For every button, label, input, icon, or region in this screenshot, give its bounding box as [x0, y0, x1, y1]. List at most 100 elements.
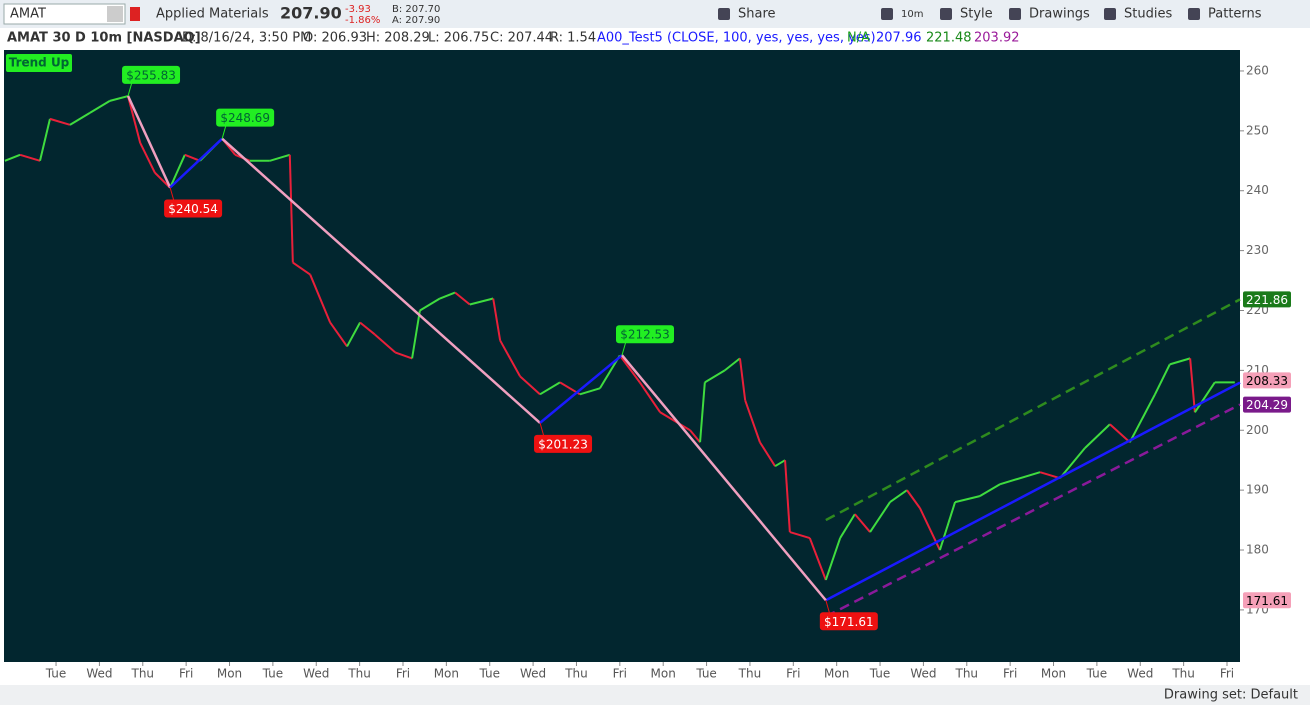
study-value: 207.96 — [876, 31, 922, 46]
toolbar-button[interactable]: 10m — [901, 9, 923, 20]
y-tick-label: 200 — [1246, 423, 1269, 437]
price-segment — [454, 291, 471, 306]
price-segment — [579, 387, 601, 396]
study-value: 203.92 — [974, 31, 1020, 46]
price-segment — [394, 351, 413, 360]
pivot-box — [616, 325, 674, 344]
price-badge-label: 204.29 — [1246, 398, 1288, 412]
toolbar-icon — [1104, 8, 1116, 20]
trend-box — [6, 54, 72, 72]
price-segment — [699, 382, 706, 443]
price-segment — [19, 153, 41, 162]
x-tick-label: Tue — [695, 667, 717, 681]
price-segment — [1154, 363, 1171, 395]
status-bar — [0, 685, 1310, 705]
pivot-label: $255.83 — [126, 68, 176, 82]
drawing-set[interactable]: Drawing set: Default — [1164, 688, 1298, 703]
price-segment — [309, 274, 332, 323]
x-tick-label: Wed — [1127, 667, 1153, 681]
price-axis — [1240, 28, 1310, 685]
price-segment — [659, 411, 691, 432]
y-tick-label: 190 — [1246, 483, 1269, 497]
price-segment — [269, 153, 291, 162]
x-tick-label: Tue — [1086, 667, 1108, 681]
price-segment — [374, 333, 396, 354]
price-segment — [979, 483, 1001, 497]
price-segment — [288, 154, 294, 263]
change: -3.93 — [345, 4, 371, 15]
price-segment — [1169, 357, 1191, 366]
x-tick-label: Mon — [217, 667, 242, 681]
channel-line — [825, 298, 1241, 522]
price-segment — [869, 501, 891, 533]
price-segment — [154, 172, 171, 189]
toolbar-button[interactable]: Share — [738, 7, 776, 22]
price-segment — [954, 495, 981, 504]
x-tick-label: Fri — [613, 667, 627, 681]
price-segment — [1189, 358, 1196, 413]
x-tick-label: Tue — [478, 667, 500, 681]
x-tick-label: Thu — [738, 667, 762, 681]
info-item: O: 206.93 — [303, 31, 367, 46]
price-segment — [744, 399, 761, 443]
toolbar-icon — [1188, 8, 1200, 20]
y-tick-label: 230 — [1246, 243, 1269, 257]
ask: A: 207.90 — [392, 15, 440, 26]
toolbar-button[interactable]: Drawings — [1029, 7, 1090, 22]
info-item: AMAT 30 D 10m [NASDAQ] — [7, 31, 201, 46]
alert-icon — [130, 7, 140, 21]
price-badge-label: 171.61 — [1246, 594, 1288, 608]
toolbar-icon — [1009, 8, 1021, 20]
symbol-dropdown[interactable] — [107, 6, 123, 22]
price-badge — [1243, 592, 1291, 609]
x-tick-label: Fri — [396, 667, 410, 681]
price-segment — [784, 460, 791, 533]
info-item: R: 1.54 — [550, 31, 596, 46]
price-segment — [1194, 381, 1216, 413]
price-segment — [689, 429, 701, 443]
price-segment — [1084, 423, 1111, 449]
x-tick-label: Tue — [45, 667, 67, 681]
price-segment — [519, 375, 541, 396]
price-badge — [1243, 372, 1291, 389]
price-segment — [492, 298, 502, 341]
info-item: L: 206.75 — [428, 31, 489, 46]
toolbar-button[interactable]: Studies — [1124, 7, 1172, 22]
toolbar-button[interactable]: Patterns — [1208, 7, 1262, 22]
price-segment — [839, 513, 856, 539]
toolbar-button[interactable]: Style — [960, 7, 993, 22]
pivot-box — [164, 199, 223, 218]
study: A00_Test5 (CLOSE, 100, yes, yes, yes, ye… — [597, 31, 876, 46]
x-tick-label: Wed — [520, 667, 546, 681]
price-segment — [759, 441, 776, 467]
price-segment — [854, 513, 871, 533]
x-tick-label: Fri — [1220, 667, 1234, 681]
price-segment — [1109, 423, 1131, 443]
price-segment — [184, 153, 201, 162]
price-segment — [619, 354, 641, 383]
trend-label: Trend Up — [9, 56, 70, 70]
symbol[interactable]: AMAT — [10, 7, 46, 22]
channel-line — [825, 403, 1241, 618]
x-tick-label: Thu — [564, 667, 588, 681]
toolbar-icon — [940, 8, 952, 20]
price-segment — [292, 261, 311, 276]
change-pct: -1.86% — [345, 15, 380, 26]
x-tick-label: Tue — [262, 667, 284, 681]
x-tick-label: Mon — [651, 667, 676, 681]
company: Applied Materials — [156, 7, 269, 22]
y-tick-label: 260 — [1246, 63, 1269, 77]
price-segment — [704, 369, 726, 384]
y-tick-label: 180 — [1246, 543, 1269, 557]
price-badge-label: 221.86 — [1246, 293, 1288, 307]
price-segment — [938, 501, 957, 551]
pivot-box — [122, 65, 181, 84]
price-segment — [724, 357, 741, 372]
bid: B: 207.70 — [392, 4, 440, 15]
last-price: 207.90 — [280, 4, 342, 23]
info-bar — [0, 28, 1310, 49]
pivot-box — [534, 434, 593, 453]
symbol-box[interactable] — [3, 3, 126, 25]
price-segment — [127, 95, 142, 144]
x-tick-label: Mon — [824, 667, 849, 681]
